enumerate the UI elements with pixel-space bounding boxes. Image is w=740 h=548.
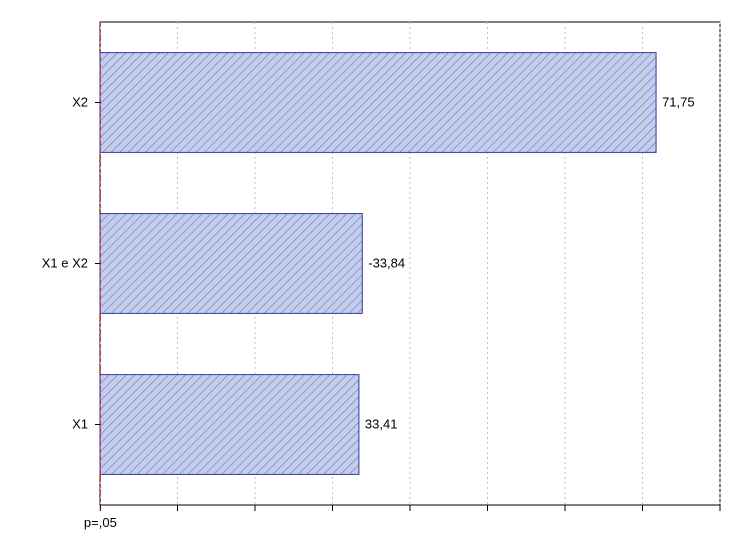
y-axis-label: X1 (72, 417, 88, 432)
bar (100, 53, 656, 153)
bar (100, 375, 359, 475)
bar-value-label: 71,75 (662, 95, 695, 110)
y-axis-labels: X2 X1 e X2 X1 (42, 95, 88, 432)
pareto-bar-chart: p=,05 X2 X1 e X2 X1 71,75 -33,84 33,41 (0, 0, 740, 548)
y-axis-label: X2 (72, 95, 88, 110)
bar-value-label: -33,84 (368, 256, 405, 271)
p-threshold-label: p=,05 (84, 515, 117, 530)
bar (100, 214, 362, 314)
bar-value-label: 33,41 (365, 417, 398, 432)
y-axis-label: X1 e X2 (42, 256, 88, 271)
